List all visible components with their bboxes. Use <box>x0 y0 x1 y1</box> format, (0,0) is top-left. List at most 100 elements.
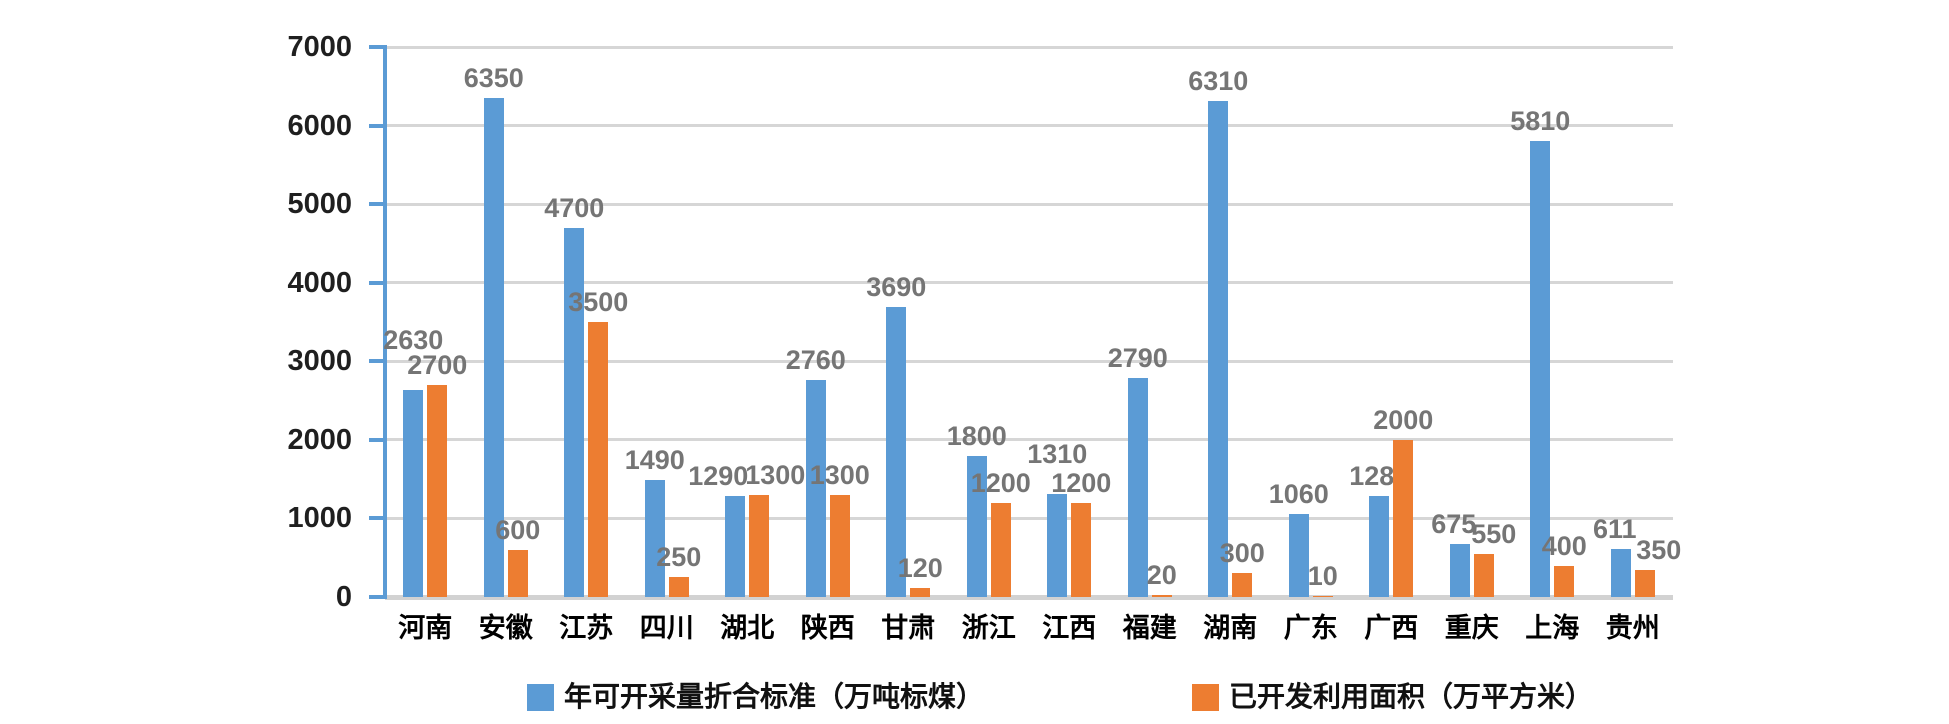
bar-series-2 <box>1151 595 1172 597</box>
bar-value-label: 6350 <box>463 63 524 94</box>
bar-value-label: 1800 <box>946 420 1007 451</box>
bar-series-2 <box>829 494 850 597</box>
bar-series-2 <box>1554 565 1575 597</box>
grid-line <box>385 359 1673 363</box>
bar-value-label: 2790 <box>1107 342 1168 373</box>
y-axis-tick <box>369 123 385 128</box>
x-category-label: 河南 <box>398 613 453 643</box>
bar-value-label: 3500 <box>568 287 629 317</box>
bar-value-label: 3690 <box>866 272 927 303</box>
bar-value-label: 120 <box>897 552 943 583</box>
bar-value-label: 550 <box>1471 518 1517 549</box>
x-category-label: 贵州 <box>1605 613 1660 643</box>
x-category-label: 湖北 <box>720 613 775 643</box>
legend-swatch-icon <box>1192 683 1219 711</box>
bar-value-label: 400 <box>1541 530 1587 561</box>
bar-series-1 <box>403 390 424 597</box>
grid-line <box>385 281 1673 285</box>
y-tick-label: 5000 <box>287 188 352 221</box>
bar-value-label: 20 <box>1146 560 1177 591</box>
x-category-label: 浙江 <box>961 613 1016 643</box>
bar-value-label: 1060 <box>1268 478 1329 509</box>
bar-series-1 <box>1208 101 1229 597</box>
bar-series-1 <box>1449 543 1470 597</box>
y-axis-tick <box>369 359 385 364</box>
x-category-label: 广东 <box>1283 613 1338 643</box>
bar-series-2 <box>427 384 448 597</box>
x-category-label: 陕西 <box>800 613 855 643</box>
bar-value-label: 675 <box>1431 508 1477 539</box>
bar-series-1 <box>1127 377 1148 597</box>
bar-series-2 <box>749 494 770 597</box>
x-category-label: 甘肃 <box>881 613 936 643</box>
bar-value-label: 2760 <box>785 345 846 376</box>
bar-series-2 <box>1312 596 1333 597</box>
legend-item: 已开发利用面积（万平方米） <box>1192 680 1593 714</box>
legend-swatch-icon <box>527 683 554 711</box>
bar-value-label: 1310 <box>1027 439 1088 470</box>
y-axis-line <box>383 45 387 599</box>
bar-series-2 <box>1473 553 1494 597</box>
bar-value-label: 1200 <box>1051 467 1112 498</box>
bar-series-2 <box>1393 439 1414 597</box>
bar-series-1 <box>1530 140 1551 597</box>
bar-value-label: 350 <box>1636 534 1682 565</box>
bar-series-1 <box>1288 513 1309 597</box>
x-category-label: 四川 <box>639 613 694 643</box>
bar-value-label: 1300 <box>809 459 870 490</box>
grid-line <box>385 202 1673 206</box>
bar-series-2 <box>588 322 609 597</box>
bar-value-label: 1290 <box>688 460 749 491</box>
legend-label: 年可开采量折合标准（万吨标煤） <box>564 681 985 712</box>
bar-value-label: 2000 <box>1373 404 1434 435</box>
x-category-label: 安徽 <box>478 613 533 643</box>
y-tick-label: 4000 <box>287 266 352 299</box>
y-axis-tick <box>369 202 385 207</box>
grid-line <box>385 438 1673 442</box>
x-axis-line <box>385 594 1673 600</box>
y-tick-label: 1000 <box>287 502 352 535</box>
x-category-label: 湖南 <box>1203 613 1258 643</box>
x-category-label: 上海 <box>1525 613 1580 643</box>
bar-series-1 <box>644 479 665 597</box>
y-axis-tick <box>369 595 385 599</box>
x-category-label: 广西 <box>1364 613 1419 643</box>
grid-line <box>385 516 1673 520</box>
bar-series-2 <box>910 587 931 597</box>
grid-line <box>385 45 1673 49</box>
x-category-label: 重庆 <box>1444 613 1499 643</box>
y-tick-label: 7000 <box>287 31 352 63</box>
bar-value-label: 2700 <box>407 349 468 380</box>
y-axis-tick <box>369 280 385 285</box>
bar-value-label: 6310 <box>1188 66 1249 97</box>
bar-series-2 <box>1634 569 1655 597</box>
bar-series-2 <box>1232 573 1253 597</box>
bar-series-1 <box>1047 494 1068 597</box>
bar-series-1 <box>886 307 907 597</box>
bar-value-label: 5810 <box>1510 105 1571 136</box>
x-category-label: 福建 <box>1122 613 1177 643</box>
bar-value-label: 10 <box>1307 561 1338 592</box>
bar-series-1 <box>564 227 585 597</box>
bar-value-label: 1490 <box>624 444 685 475</box>
bar-series-1 <box>1369 496 1390 597</box>
legend-item: 年可开采量折合标准（万吨标煤） <box>527 680 984 714</box>
y-tick-label: 6000 <box>287 109 352 142</box>
y-tick-label: 3000 <box>287 345 352 378</box>
y-tick-label: 0 <box>335 581 352 613</box>
bar-series-2 <box>507 549 528 597</box>
bar-series-1 <box>966 455 987 597</box>
bar-value-label: 611 <box>1592 513 1637 544</box>
bar-series-1 <box>1610 548 1631 597</box>
x-category-label: 江苏 <box>559 613 614 643</box>
y-axis-tick <box>369 45 385 49</box>
bar-value-label: 250 <box>656 542 702 573</box>
bar-value-label: 300 <box>1219 538 1265 569</box>
y-tick-label: 2000 <box>287 423 352 456</box>
grid-line <box>385 124 1673 128</box>
y-axis-tick <box>369 516 385 521</box>
bar-value-label: 600 <box>495 514 541 545</box>
bar-series-1 <box>483 98 504 597</box>
bar-value-label: 1300 <box>745 459 806 490</box>
